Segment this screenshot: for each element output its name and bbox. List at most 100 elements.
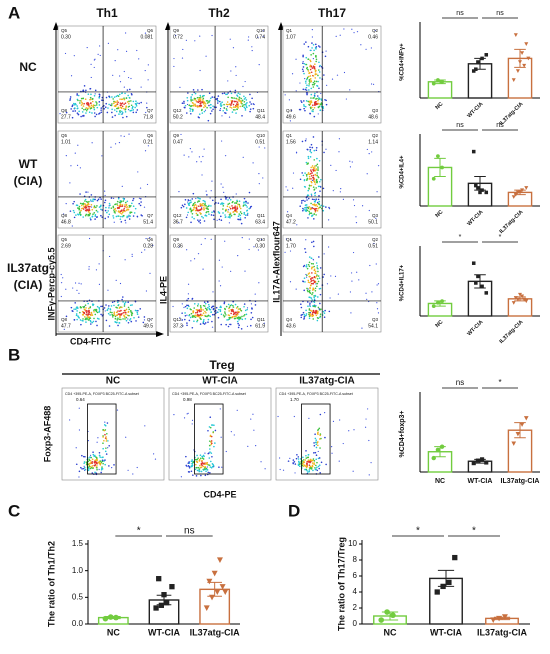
event-dot [204, 102, 207, 105]
event-dot [191, 316, 194, 318]
event-dot [104, 217, 107, 220]
event-dot [233, 100, 236, 103]
event-dot [309, 312, 311, 315]
event-dot [127, 76, 130, 79]
event-dot [99, 456, 102, 458]
event-dot [313, 115, 316, 118]
event-dot [210, 435, 213, 438]
event-dot [257, 249, 260, 251]
event-dot [113, 109, 116, 111]
y-axis-label: IL4-PE [158, 276, 168, 304]
event-dot [191, 212, 194, 215]
event-dot [311, 277, 314, 279]
event-dot [123, 86, 125, 88]
event-dot [320, 92, 322, 95]
event-dot [197, 466, 200, 469]
event-dot [309, 460, 312, 463]
event-dot [130, 100, 132, 102]
data-point [484, 190, 489, 195]
event-dot [104, 463, 106, 466]
event-dot [143, 319, 146, 321]
quadrant-value: 54.1 [368, 323, 378, 329]
event-dot [309, 75, 312, 77]
event-dot [231, 100, 234, 102]
event-dot [96, 106, 99, 109]
y-axis-label: %CD4+IL17+ [400, 264, 406, 301]
event-dot [123, 314, 125, 317]
event-dot [199, 323, 202, 325]
event-dot [236, 205, 238, 208]
event-dot [184, 318, 186, 321]
event-dot [251, 307, 253, 309]
row-label: IL37atg [7, 261, 49, 275]
event-dot [294, 472, 296, 474]
event-dot [211, 199, 214, 202]
event-dot [91, 200, 94, 202]
event-dot [307, 155, 310, 158]
event-dot [87, 209, 90, 212]
event-dot [111, 103, 113, 105]
event-dot [230, 270, 232, 272]
event-dot [312, 259, 315, 261]
gate-value: 0.64 [76, 397, 85, 402]
event-dot [208, 308, 211, 311]
event-dot [208, 213, 210, 215]
event-dot [195, 308, 198, 311]
event-dot [187, 92, 189, 94]
event-dot [126, 314, 129, 317]
event-dot [217, 311, 219, 314]
event-dot [226, 205, 229, 208]
event-dot [201, 101, 203, 103]
event-dot [190, 465, 193, 467]
event-dot [78, 429, 81, 431]
event-dot [82, 97, 84, 100]
event-dot [77, 94, 80, 97]
event-dot [139, 308, 142, 310]
event-dot [80, 466, 82, 469]
event-dot [227, 96, 229, 99]
event-dot [76, 318, 78, 321]
event-dot [217, 95, 220, 97]
event-dot [94, 215, 97, 217]
gate-label: CD4 +395-PE-A, FOXP3 BC25-FITC-A subset [172, 392, 246, 396]
event-dot [98, 451, 101, 454]
data-point [471, 461, 476, 466]
event-dot [90, 76, 92, 79]
event-dot [132, 111, 135, 114]
event-dot [78, 476, 80, 478]
event-dot [115, 314, 118, 317]
event-dot [91, 303, 94, 305]
event-dot [125, 105, 128, 108]
flow-plot-frame [61, 387, 165, 481]
event-dot [216, 102, 219, 104]
event-dot [315, 56, 317, 58]
event-dot [117, 101, 119, 104]
event-dot [317, 275, 320, 277]
event-dot [196, 310, 199, 312]
event-dot [121, 204, 124, 206]
event-dot [191, 101, 194, 104]
data-point [214, 589, 221, 595]
event-dot [83, 85, 86, 87]
data-point [490, 617, 497, 623]
event-dot [220, 105, 222, 108]
event-dot [108, 465, 110, 467]
event-dot [305, 239, 307, 241]
event-dot [303, 107, 305, 110]
event-dot [205, 470, 207, 473]
event-dot [108, 444, 111, 447]
event-dot [71, 225, 73, 227]
event-dot [316, 205, 319, 208]
event-dot [105, 440, 108, 442]
event-dot [124, 201, 127, 204]
event-dot [100, 471, 102, 474]
event-dot [62, 277, 64, 279]
event-dot [204, 203, 206, 206]
x-tick-label: WT-CIA [148, 627, 180, 637]
quadrant-value: 43.6 [286, 323, 296, 329]
y-axis-label: %CD4+IL4+ [400, 155, 406, 189]
event-dot [319, 293, 322, 296]
event-dot [316, 172, 318, 174]
event-dot [193, 302, 196, 305]
event-dot [146, 183, 149, 186]
